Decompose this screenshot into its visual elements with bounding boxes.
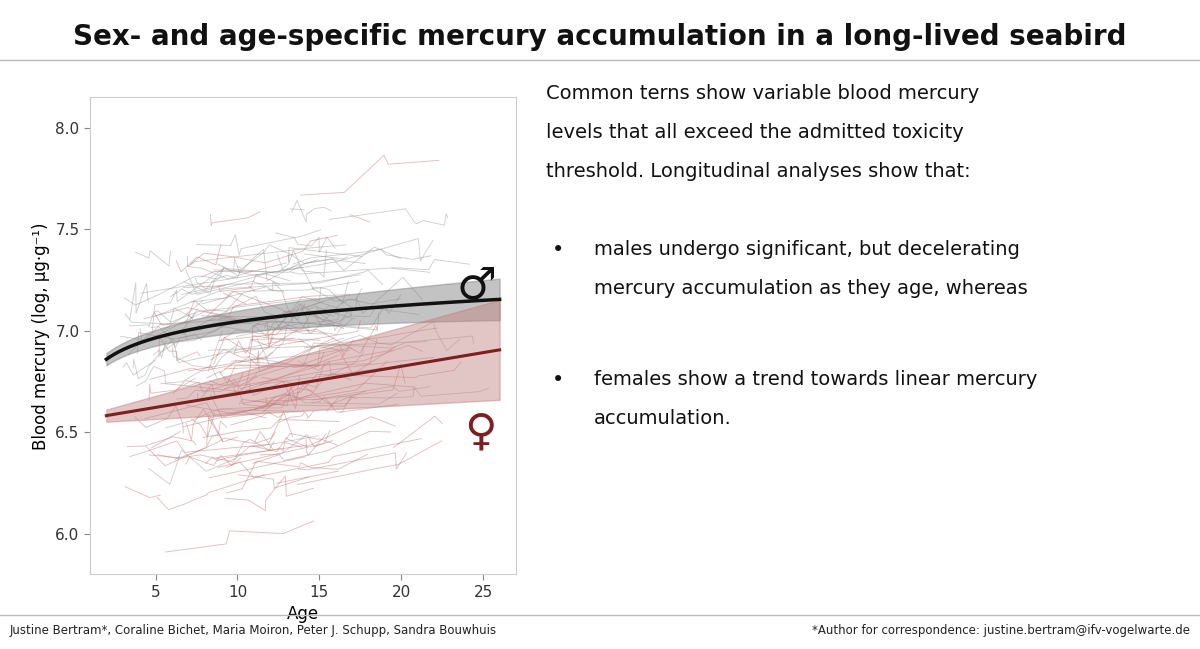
Text: •: • <box>552 370 564 390</box>
Y-axis label: Blood mercury (log, μg·g⁻¹): Blood mercury (log, μg·g⁻¹) <box>31 222 49 450</box>
Text: mercury accumulation as they age, whereas: mercury accumulation as they age, wherea… <box>594 279 1027 298</box>
Text: levels that all exceed the admitted toxicity: levels that all exceed the admitted toxi… <box>546 123 964 142</box>
Text: males undergo significant, but decelerating: males undergo significant, but decelerat… <box>594 240 1020 259</box>
Text: accumulation.: accumulation. <box>594 409 732 428</box>
Text: Common terns show variable blood mercury: Common terns show variable blood mercury <box>546 84 979 103</box>
Text: ♂: ♂ <box>456 265 497 308</box>
X-axis label: Age: Age <box>287 606 319 623</box>
Text: threshold. Longitudinal analyses show that:: threshold. Longitudinal analyses show th… <box>546 162 971 181</box>
Text: females show a trend towards linear mercury: females show a trend towards linear merc… <box>594 370 1037 389</box>
Text: Sex- and age-specific mercury accumulation in a long-lived seabird: Sex- and age-specific mercury accumulati… <box>73 23 1127 51</box>
Text: •: • <box>552 240 564 260</box>
Text: ♀: ♀ <box>463 411 497 454</box>
Text: Justine Bertram*, Coraline Bichet, Maria Moiron, Peter J. Schupp, Sandra Bouwhui: Justine Bertram*, Coraline Bichet, Maria… <box>10 624 497 637</box>
Text: *Author for correspondence: justine.bertram@ifv-vogelwarte.de: *Author for correspondence: justine.bert… <box>812 624 1190 637</box>
